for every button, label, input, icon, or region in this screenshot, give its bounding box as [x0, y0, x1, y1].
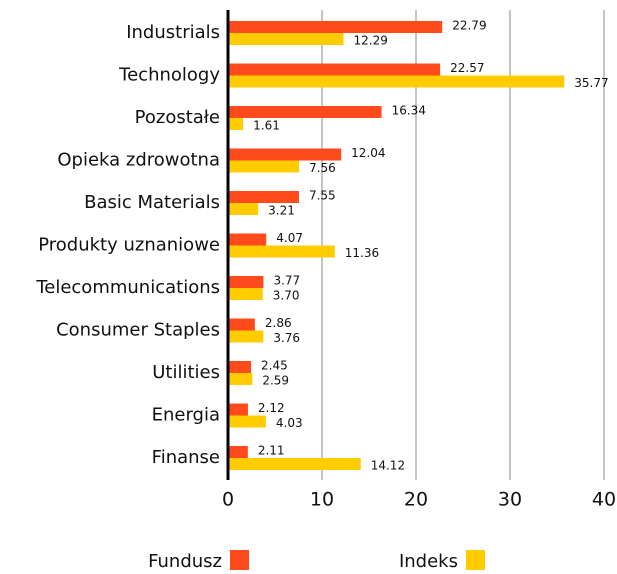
bar — [228, 403, 248, 416]
value-label: 16.34 — [392, 104, 426, 118]
value-label: 22.57 — [450, 61, 484, 75]
bar — [228, 373, 253, 385]
value-label: 4.03 — [276, 416, 303, 430]
bar — [228, 446, 248, 458]
category-label: Telecommunications — [35, 277, 220, 298]
bar — [228, 191, 299, 203]
legend-label: Fundusz — [148, 551, 222, 572]
category-label: Technology — [118, 65, 220, 86]
bar — [228, 160, 300, 173]
bar — [228, 118, 244, 130]
value-label: 3.21 — [268, 204, 295, 218]
category-label: Finanse — [152, 447, 220, 468]
bar — [228, 75, 565, 88]
category-label: Consumer Staples — [56, 320, 220, 341]
bar — [228, 106, 382, 118]
value-label: 3.76 — [273, 331, 300, 345]
category-label: Pozostałe — [135, 107, 220, 128]
bar — [228, 288, 263, 300]
value-label: 2.45 — [261, 359, 288, 373]
bar — [228, 233, 267, 246]
value-label: 12.04 — [351, 146, 385, 160]
category-label: Basic Materials — [84, 192, 220, 213]
category-label: Produkty uznaniowe — [38, 235, 220, 256]
value-label: 14.12 — [371, 459, 405, 473]
value-label: 2.86 — [265, 316, 292, 330]
bar — [228, 276, 264, 288]
bar — [228, 458, 361, 470]
bar — [228, 245, 335, 258]
x-tick-label: 30 — [498, 489, 522, 511]
value-label: 1.61 — [253, 119, 280, 133]
bar — [228, 33, 344, 45]
value-label: 2.11 — [258, 444, 285, 458]
x-tick-label: 0 — [222, 489, 234, 511]
legend-swatch — [230, 550, 249, 570]
bar — [228, 415, 266, 428]
legend-swatch — [466, 550, 485, 570]
x-tick-label: 40 — [592, 489, 616, 511]
value-label: 3.77 — [273, 274, 300, 288]
x-tick-label: 20 — [404, 489, 428, 511]
value-label: 22.79 — [452, 19, 486, 33]
category-label: Opieka zdrowotna — [57, 150, 220, 171]
value-label: 3.70 — [273, 289, 300, 303]
value-label: 11.36 — [345, 246, 379, 260]
category-label: Energia — [152, 405, 220, 426]
bar — [228, 148, 342, 161]
category-label: Industrials — [126, 22, 220, 43]
value-label: 2.12 — [258, 401, 285, 415]
legend-label: Indeks — [399, 551, 458, 572]
bar — [228, 21, 443, 33]
bar — [228, 361, 252, 373]
value-label: 35.77 — [574, 76, 608, 90]
bar — [228, 318, 255, 331]
value-label: 7.55 — [309, 189, 336, 203]
x-tick-label: 10 — [310, 489, 334, 511]
value-label: 7.56 — [309, 161, 336, 175]
category-label: Utilities — [152, 362, 220, 383]
value-label: 12.29 — [354, 34, 388, 48]
bar — [228, 203, 259, 215]
bar — [228, 63, 441, 76]
value-label: 4.07 — [276, 231, 303, 245]
bar — [228, 330, 264, 343]
value-label: 2.59 — [262, 374, 289, 388]
